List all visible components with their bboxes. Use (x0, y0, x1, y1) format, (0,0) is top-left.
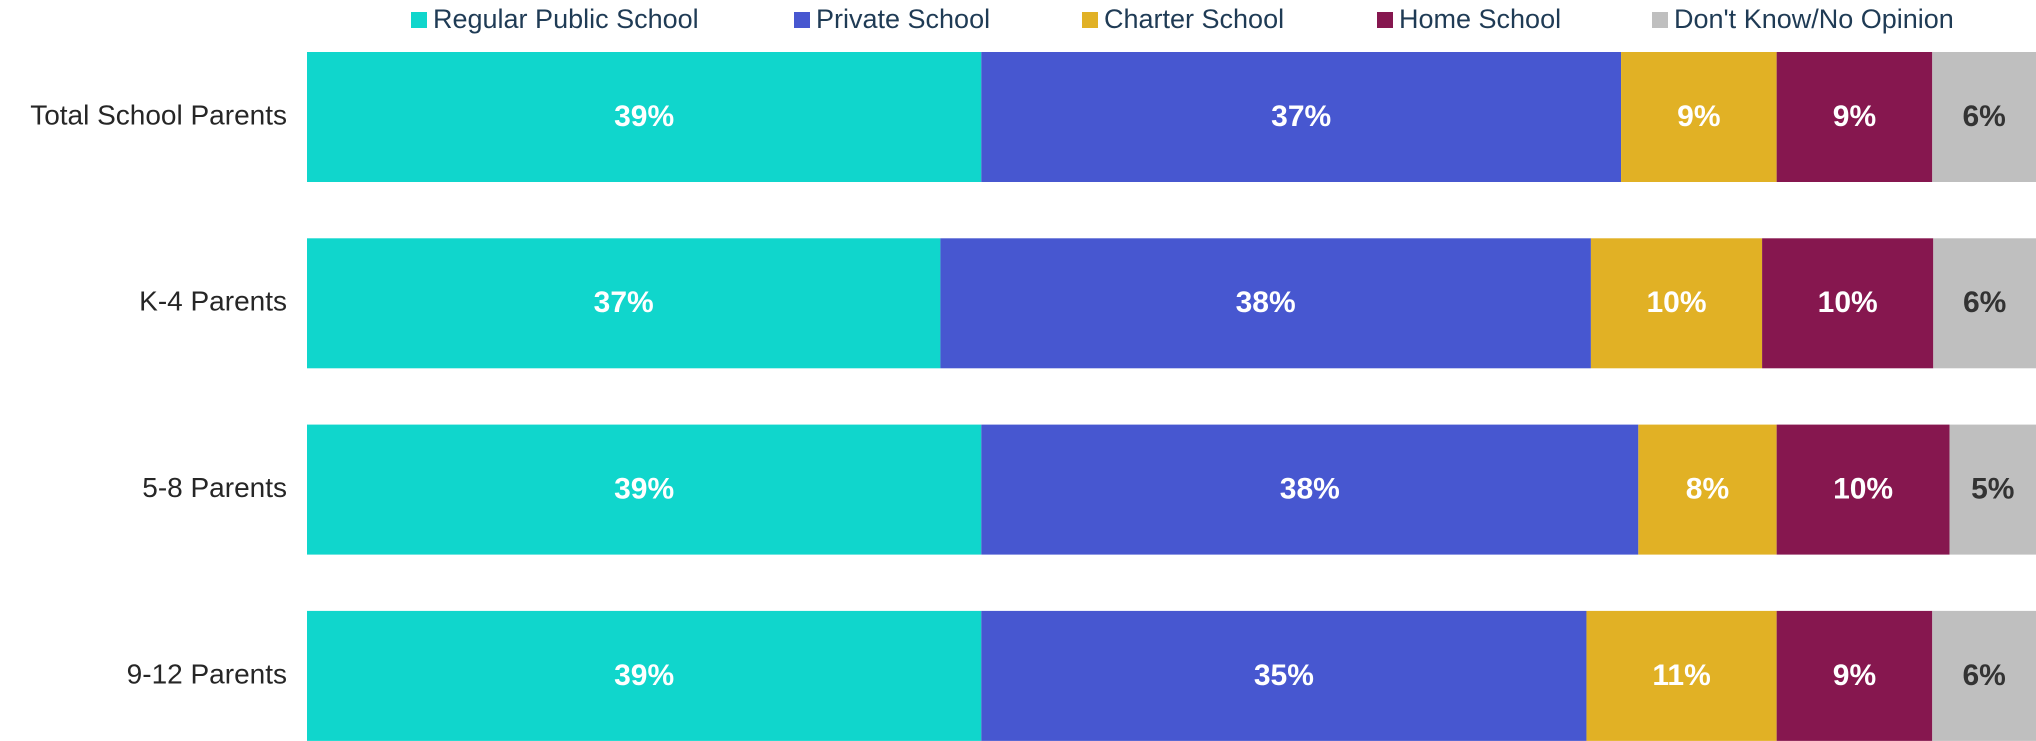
bar-segment (1621, 52, 1777, 182)
bar-segment (981, 424, 1639, 555)
bar-segment (1932, 52, 2036, 182)
legend-swatch (794, 12, 810, 28)
bar-segment (981, 610, 1587, 741)
category-label: K-4 Parents (139, 286, 287, 317)
bar-segment (1932, 610, 2036, 741)
legend-label: Don't Know/No Opinion (1674, 4, 1954, 34)
data-label: 39% (614, 100, 674, 133)
legend-swatch (1652, 12, 1668, 28)
bar-segment (1586, 610, 1777, 741)
legend-label: Private School (816, 4, 990, 34)
data-label: 5% (1971, 473, 2014, 506)
legend-label: Regular Public School (433, 4, 699, 34)
category-label: 9-12 Parents (127, 658, 287, 689)
data-label: 8% (1686, 473, 1729, 506)
data-label: 37% (1271, 100, 1331, 133)
data-label: 38% (1280, 473, 1340, 506)
bar-segment (940, 238, 1591, 369)
legend-label: Home School (1399, 4, 1561, 34)
bar-segment (1638, 424, 1777, 555)
bar-segment (1776, 610, 1933, 741)
bar-segment (307, 238, 941, 369)
data-label: 6% (1963, 286, 2006, 319)
bar-segment (1590, 238, 1763, 369)
data-label: 38% (1236, 286, 1296, 319)
data-label: 35% (1254, 659, 1314, 692)
bar-segment (1776, 424, 1950, 555)
bar-segment (1762, 238, 1934, 369)
bar-segment (1949, 424, 2036, 555)
data-label: 9% (1833, 659, 1876, 692)
legend-swatch (411, 12, 427, 28)
data-label: 9% (1833, 100, 1876, 133)
data-label: 6% (1962, 659, 2005, 692)
bar-segment (981, 52, 1622, 182)
legend-swatch (1082, 12, 1098, 28)
data-label: 10% (1818, 286, 1878, 319)
data-label: 9% (1677, 100, 1720, 133)
data-label: 39% (614, 659, 674, 692)
bar-segment (1933, 238, 2036, 369)
data-label: 11% (1652, 659, 1710, 692)
bar-segment (307, 424, 982, 555)
data-label: 10% (1833, 473, 1893, 506)
data-label: 37% (594, 286, 654, 319)
category-label: 5-8 Parents (142, 472, 287, 503)
bar-segment (1776, 52, 1933, 182)
legend-swatch (1377, 12, 1393, 28)
legend-label: Charter School (1104, 4, 1284, 34)
bar-segment (307, 52, 982, 182)
category-label: Total School Parents (30, 99, 287, 130)
bar-segment (307, 610, 982, 741)
data-label: 10% (1646, 286, 1706, 319)
data-label: 39% (614, 473, 674, 506)
data-label: 6% (1962, 100, 2005, 133)
